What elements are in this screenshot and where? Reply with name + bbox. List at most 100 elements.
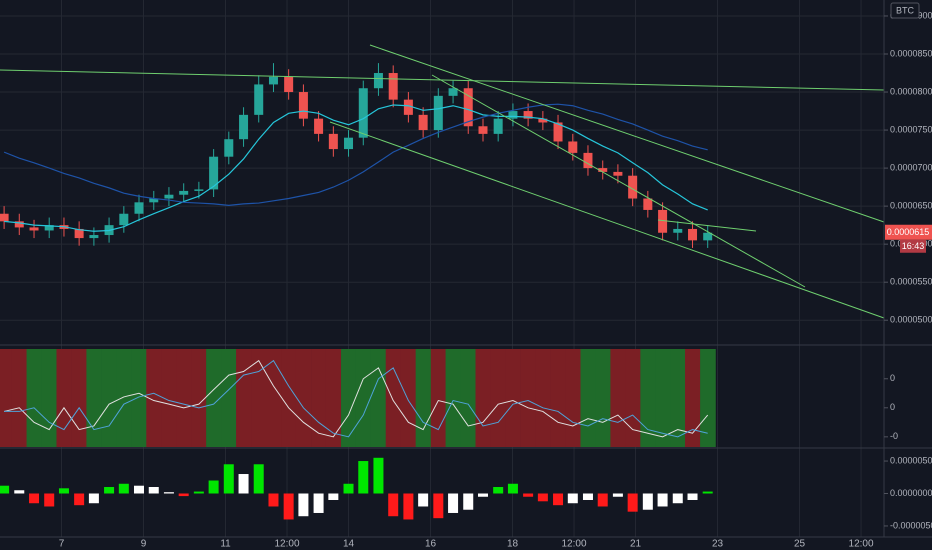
region (41, 349, 58, 447)
candle-body (179, 190, 189, 195)
candle-body (388, 73, 398, 100)
histogram-bar (298, 493, 309, 517)
candle-body (284, 76, 294, 93)
region (221, 349, 237, 447)
region (191, 349, 207, 447)
region (161, 349, 177, 447)
region (325, 349, 342, 447)
x-tick-label: 23 (712, 539, 724, 550)
region (610, 349, 626, 447)
x-tick-label: 12:00 (562, 539, 587, 550)
candle-body (29, 227, 39, 231)
region (0, 349, 13, 447)
region (655, 349, 671, 447)
region (550, 349, 567, 447)
histogram-bar (343, 483, 354, 494)
candle-body (314, 118, 324, 134)
y-tick-label: 0.0000050 (890, 455, 932, 465)
candle-body (433, 95, 443, 131)
candle-body (74, 228, 84, 239)
y-tick-label: 0.0000550 (890, 277, 932, 287)
region (116, 349, 132, 447)
region (445, 349, 462, 447)
histogram-bar (193, 491, 204, 494)
histogram-bar (208, 480, 219, 494)
region (595, 349, 611, 447)
candle-body (89, 235, 99, 239)
candle-body (583, 152, 593, 169)
candle-body (344, 137, 354, 150)
region (565, 349, 581, 447)
x-tick-label: 11 (220, 539, 231, 550)
histogram-bar (104, 487, 115, 494)
candle-body (493, 118, 503, 134)
price-label: 0.0000615 (887, 227, 930, 237)
candle-body (224, 139, 234, 157)
candle-body (508, 111, 518, 119)
histogram-bar (672, 493, 683, 504)
label-layer: 791112:0014161812:0021232512:000.0000900… (59, 10, 932, 550)
histogram-bar (507, 483, 518, 494)
oscillator-line (4, 359, 708, 438)
region (281, 349, 297, 447)
trend-line (657, 219, 757, 232)
histogram-bar (223, 464, 234, 494)
region (475, 349, 491, 447)
trend-line (0, 69, 885, 91)
mark-layer (0, 63, 713, 520)
histogram-bar (478, 493, 489, 497)
candle-body (149, 198, 159, 203)
region (520, 349, 537, 447)
histogram-bar (612, 493, 623, 497)
histogram-bar (388, 493, 399, 517)
candle-body (658, 209, 668, 233)
region (311, 349, 327, 447)
x-tick-label: 12:00 (274, 539, 299, 550)
candle-body (448, 88, 458, 96)
histogram-bar (148, 487, 159, 494)
histogram-bar (178, 493, 189, 497)
histogram-bar (283, 493, 294, 520)
x-tick-label: 12:00 (849, 539, 874, 550)
histogram-bar (523, 493, 534, 497)
histogram-bar (433, 493, 444, 519)
histogram-bar (597, 493, 608, 507)
region (56, 349, 72, 447)
region (265, 349, 282, 447)
price-box (885, 224, 932, 240)
trend-line (431, 74, 806, 288)
candle-body (254, 84, 264, 115)
candle-body (44, 225, 54, 231)
y-tick-label: 0.0000000 (890, 488, 932, 498)
candle-body (328, 133, 338, 150)
histogram-bar (553, 493, 564, 506)
region (505, 349, 521, 447)
histogram-bar (567, 493, 578, 504)
candle-body (194, 189, 204, 191)
histogram-bar (358, 461, 369, 494)
region (490, 349, 507, 447)
y-tick-label: 0 (890, 373, 895, 383)
y-tick-label: 0.0000500 (890, 315, 932, 325)
y-tick-label: 0.0000700 (890, 162, 932, 172)
region (101, 349, 118, 447)
region (236, 349, 252, 447)
candle-body (134, 202, 144, 214)
histogram-bar (463, 493, 474, 510)
histogram-bar (58, 488, 69, 494)
candle-body (298, 92, 308, 119)
region (625, 349, 641, 447)
region (430, 349, 447, 447)
histogram-bar (657, 493, 668, 507)
x-tick-label: 25 (794, 539, 806, 550)
oscillator-line (3, 359, 709, 438)
y-tick-label: 0.0000800 (890, 86, 932, 96)
candle-body (119, 213, 129, 226)
region (176, 349, 192, 447)
region (206, 349, 222, 447)
candle-body (568, 141, 578, 153)
candle-body (538, 118, 548, 123)
histogram-bar (118, 483, 129, 494)
